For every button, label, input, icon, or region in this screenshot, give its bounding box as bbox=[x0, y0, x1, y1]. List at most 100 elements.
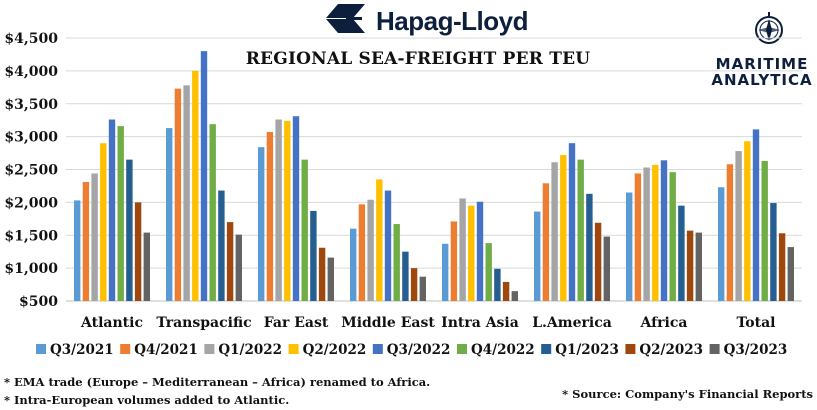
legend: Q3/2021 Q4/2021 Q1/2022 Q2/2022 Q3/2022 Q4/20… bbox=[36, 342, 787, 358]
legend-swatch bbox=[625, 344, 636, 354]
bar bbox=[108, 119, 116, 301]
bar bbox=[91, 173, 98, 301]
legend-swatch bbox=[541, 344, 552, 354]
watermark-line2: ANALYTICA bbox=[711, 71, 812, 89]
bar bbox=[74, 200, 81, 301]
maritime-analytica-logo: MARITIME ANALYTICA bbox=[711, 12, 812, 89]
bar bbox=[310, 210, 317, 301]
bar bbox=[718, 187, 725, 301]
bar bbox=[476, 201, 484, 301]
bar bbox=[542, 183, 550, 301]
bar bbox=[660, 160, 668, 301]
x-tick-label: Middle East bbox=[341, 315, 435, 331]
legend-swatch bbox=[288, 344, 299, 354]
bar bbox=[410, 268, 418, 301]
bar bbox=[318, 247, 326, 301]
bar bbox=[643, 167, 650, 301]
x-tick-label: Intra Asia bbox=[441, 315, 519, 331]
bar bbox=[577, 159, 584, 301]
bar bbox=[258, 147, 265, 301]
y-tick-label: $3,000 bbox=[4, 130, 58, 146]
bar bbox=[384, 190, 392, 301]
bar bbox=[134, 202, 142, 301]
bar bbox=[626, 192, 633, 301]
x-tick-label: L.America bbox=[532, 315, 612, 331]
bar bbox=[502, 281, 510, 301]
bar bbox=[117, 126, 124, 301]
legend-label: Q4/2022 bbox=[471, 342, 535, 358]
bar bbox=[586, 193, 593, 301]
x-tick-label: Far East bbox=[264, 315, 329, 331]
x-tick-label: Total bbox=[736, 315, 775, 331]
bar bbox=[494, 268, 501, 301]
footnote-intra-european: * Intra-European volumes added to Atlant… bbox=[4, 393, 289, 407]
bar bbox=[726, 164, 734, 301]
bar bbox=[735, 151, 742, 301]
legend-swatch bbox=[36, 344, 46, 354]
bar bbox=[275, 119, 282, 301]
bar bbox=[143, 232, 150, 301]
bar bbox=[450, 221, 458, 301]
bar bbox=[778, 233, 786, 301]
bar bbox=[100, 143, 107, 301]
bar bbox=[166, 128, 173, 301]
bar bbox=[568, 143, 576, 301]
bar bbox=[226, 222, 234, 301]
bar bbox=[468, 205, 475, 301]
bar bbox=[442, 243, 449, 301]
bar bbox=[419, 276, 426, 301]
y-tick-label: $4,000 bbox=[4, 64, 58, 80]
bar bbox=[485, 243, 492, 301]
hapag-lloyd-emblem-icon bbox=[326, 4, 365, 33]
bar bbox=[358, 204, 366, 301]
bar bbox=[752, 129, 760, 301]
chart-title: REGIONAL SEA-FREIGHT PER TEU bbox=[246, 49, 591, 69]
bar bbox=[284, 120, 291, 301]
bar bbox=[292, 116, 300, 302]
y-axis-ticks: $500 $1,000 $1,500 $2,000 $2,500 $3,000 $3,500… bbox=[4, 31, 58, 310]
bar bbox=[327, 257, 334, 301]
legend-label: Q4/2021 bbox=[134, 342, 198, 358]
bar bbox=[603, 236, 610, 301]
bar bbox=[761, 160, 768, 301]
bar bbox=[174, 88, 182, 301]
y-tick-label: $500 bbox=[19, 294, 58, 310]
bar bbox=[200, 51, 208, 302]
legend-swatch bbox=[457, 344, 467, 354]
bar bbox=[82, 181, 90, 301]
legend-label: Q2/2023 bbox=[639, 342, 703, 358]
legend-label: Q1/2022 bbox=[218, 342, 282, 358]
legend-label: Q3/2023 bbox=[724, 342, 788, 358]
legend-label: Q2/2022 bbox=[303, 342, 367, 358]
bar bbox=[787, 247, 794, 301]
bar bbox=[209, 124, 216, 301]
x-axis-ticks: Atlantic Transpacific Far East Middle East I… bbox=[80, 315, 775, 331]
y-tick-label: $3,500 bbox=[4, 97, 58, 113]
bar bbox=[367, 199, 374, 301]
legend-swatch bbox=[204, 344, 215, 354]
legend-label: Q1/2023 bbox=[555, 342, 619, 358]
bar bbox=[678, 205, 685, 301]
compass-icon bbox=[755, 12, 783, 44]
x-tick-label: Africa bbox=[640, 315, 688, 331]
legend-label: Q3/2021 bbox=[50, 342, 114, 358]
bar bbox=[126, 159, 133, 301]
bar bbox=[534, 211, 541, 301]
bar bbox=[393, 224, 400, 301]
bar bbox=[594, 222, 602, 301]
x-tick-label: Atlantic bbox=[80, 315, 143, 331]
bars bbox=[74, 51, 794, 302]
bar bbox=[652, 164, 659, 301]
legend-swatch bbox=[372, 344, 383, 354]
bar bbox=[192, 70, 199, 301]
bar bbox=[695, 232, 702, 301]
bar bbox=[459, 198, 466, 301]
bar bbox=[686, 230, 694, 301]
legend-label: Q3/2022 bbox=[387, 342, 451, 358]
bar bbox=[669, 172, 676, 301]
source-note: * Source: Company's Financial Reports bbox=[562, 387, 813, 401]
bar bbox=[350, 228, 357, 301]
bar bbox=[744, 141, 751, 301]
bar bbox=[266, 132, 274, 301]
